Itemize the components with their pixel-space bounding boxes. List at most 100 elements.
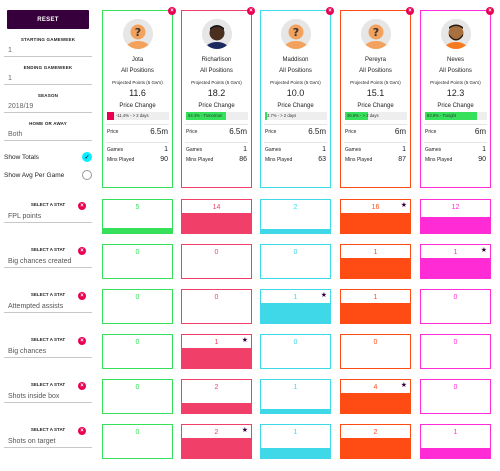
stat-select[interactable]: Shots on target [4, 435, 92, 448]
svg-text:?: ? [135, 26, 141, 39]
remove-stat-icon[interactable]: × [78, 382, 86, 390]
stat-bar-fill [182, 213, 251, 233]
show-avg-toggle[interactable]: Show Avg Per Game [4, 169, 92, 181]
games-label: Games [265, 147, 282, 153]
remove-stat-icon[interactable]: × [78, 337, 86, 345]
player-position: All Positions [439, 68, 472, 74]
stat-value: 1 [293, 384, 298, 391]
stat-value: 0 [135, 384, 140, 391]
stat-value: 12 [451, 204, 460, 211]
starting-gameweek-input[interactable]: 1 [4, 44, 92, 57]
divider [264, 142, 327, 143]
show-totals-toggle[interactable]: Show Totals ✓ [4, 151, 92, 163]
stat-selector: × SELECT A STAT Big chances [4, 337, 92, 358]
projected-points-label: Projected Points (5 Gw's) [430, 80, 481, 85]
stat-bar-fill [182, 403, 251, 413]
remove-stat-icon[interactable]: × [78, 427, 86, 435]
ending-gameweek-label: ENDING GAMEWEEK [23, 65, 73, 70]
stat-value-cell: 0 [420, 379, 491, 414]
games-label: Games [345, 147, 362, 153]
season-select[interactable]: 2018/19 [4, 100, 92, 113]
remove-player-icon[interactable]: × [486, 7, 494, 15]
remove-stat-icon[interactable]: × [78, 292, 86, 300]
player-position: All Positions [121, 68, 154, 74]
price-value: 6.5m [229, 127, 247, 136]
stat-value: 0 [135, 294, 140, 301]
remove-player-icon[interactable]: × [247, 7, 255, 15]
price-change-label: Price Change [277, 103, 314, 109]
remove-player-icon[interactable]: × [326, 7, 334, 15]
remove-player-icon[interactable]: × [168, 7, 176, 15]
select-stat-label: SELECT A STAT [30, 292, 66, 297]
stat-value-cell: 0 [102, 424, 173, 459]
star-icon: ★ [480, 247, 487, 254]
select-stat-label: SELECT A STAT [30, 202, 66, 207]
mins-label: Mins Played [425, 157, 453, 163]
stat-selector: × SELECT A STAT FPL points [4, 202, 92, 223]
stat-bar-fill [103, 228, 172, 233]
player-avatar: ? [361, 19, 391, 49]
divider [106, 142, 169, 143]
price-value: 6.5m [308, 127, 326, 136]
stat-select[interactable]: Big chances [4, 345, 92, 358]
price-change-text: 36.6% - > 2 days [347, 113, 379, 118]
player-name: Richarlison [201, 57, 232, 63]
stat-value-cell: 1 [340, 244, 411, 279]
price-label: Price [425, 129, 437, 135]
select-stat-label: SELECT A STAT [30, 427, 66, 432]
stat-value: 14 [212, 204, 221, 211]
ending-gameweek-input[interactable]: 1 [4, 72, 92, 85]
stat-value-cell: 2 ★ [181, 424, 252, 459]
price-change-fill [345, 112, 368, 120]
price-change-label: Price Change [119, 103, 156, 109]
stat-value: 4 [373, 384, 378, 391]
price-change-fill [107, 112, 115, 120]
mins-value: 63 [318, 156, 326, 163]
stat-select[interactable]: FPL points [4, 210, 92, 223]
player-name: Jota [131, 57, 144, 63]
stat-value: 5 [135, 204, 140, 211]
stat-value-cell: 0 [260, 334, 331, 369]
stat-value: 0 [214, 249, 219, 256]
svg-text:?: ? [373, 26, 379, 39]
show-avg-checkbox[interactable] [82, 170, 92, 180]
reset-button[interactable]: RESET [7, 10, 89, 29]
stat-value-cell: 2 [340, 424, 411, 459]
divider [344, 142, 407, 143]
remove-stat-icon[interactable]: × [78, 202, 86, 210]
stat-value-cell: 0 [340, 334, 411, 369]
stat-value-cell: 0 [102, 334, 173, 369]
home-away-label: HOME OR AWAY [29, 121, 67, 126]
show-totals-label: Show Totals [4, 153, 39, 161]
stat-value-cell: 0 [102, 244, 173, 279]
stat-value-cell: 1 [260, 424, 331, 459]
stat-select[interactable]: Attempted assists [4, 300, 92, 313]
divider [424, 124, 487, 125]
games-value: 1 [402, 146, 406, 153]
stat-value-cell: 0 [181, 289, 252, 324]
stat-value-cell: 0 [181, 244, 252, 279]
remove-player-icon[interactable]: × [406, 7, 414, 15]
stat-select[interactable]: Big chances created [4, 255, 92, 268]
select-stat-label: SELECT A STAT [30, 337, 66, 342]
home-away-select[interactable]: Both [4, 128, 92, 141]
stat-select[interactable]: Shots inside box [4, 390, 92, 403]
stat-value: 2 [293, 204, 298, 211]
price-value: 6m [474, 127, 486, 136]
games-value: 1 [482, 146, 486, 153]
player-position: All Positions [279, 68, 312, 74]
stat-selector: × SELECT A STAT Shots on target [4, 427, 92, 448]
season-label: SEASON [37, 93, 59, 98]
stat-value-cell: 2 [260, 199, 331, 234]
mins-label: Mins Played [107, 157, 135, 163]
projected-points-label: Projected Points (5 Gw's) [350, 80, 401, 85]
remove-stat-icon[interactable]: × [78, 247, 86, 255]
price-change-text: 64.4% - Tomorrow [188, 113, 222, 118]
player-card: ×? Maddison All Positions Projected Points … [260, 7, 334, 188]
price-change-text: 3.7% - > 2 days [267, 113, 297, 118]
divider [264, 124, 327, 125]
filter-sidebar: RESET STARTING GAMEWEEK 1 ENDING GAMEWEE… [4, 10, 92, 181]
show-totals-checkbox[interactable]: ✓ [82, 152, 92, 162]
stat-value-cell: 1 [340, 289, 411, 324]
player-card: ×? Jota All Positions Projected Points (5 G… [102, 7, 176, 188]
